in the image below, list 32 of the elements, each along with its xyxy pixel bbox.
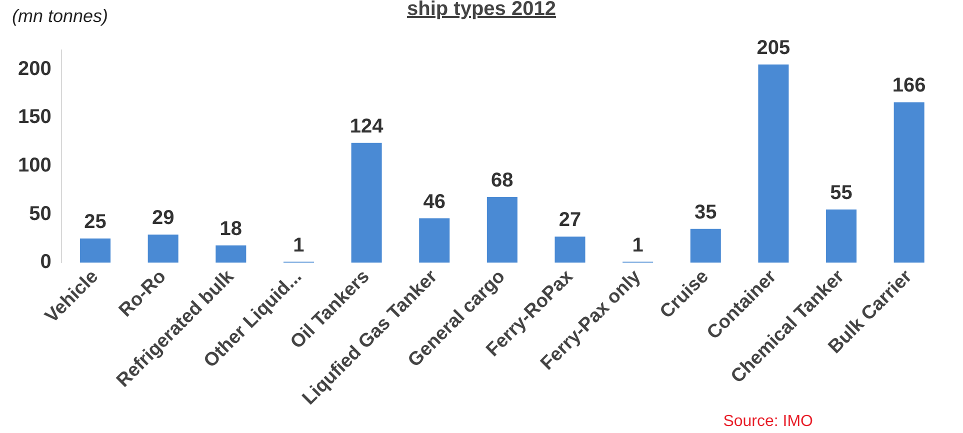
y-tick-label: 50 — [29, 202, 52, 225]
data-label: 55 — [830, 182, 852, 204]
y-axis-title: (mn tonnes) — [12, 6, 108, 27]
data-label: 205 — [756, 37, 790, 60]
y-tick-label: 150 — [18, 106, 52, 128]
bar — [216, 245, 246, 263]
data-label: 166 — [892, 74, 926, 97]
bar — [419, 218, 450, 263]
bar — [148, 234, 178, 263]
data-label: 35 — [694, 201, 717, 224]
data-label: 124 — [350, 115, 384, 138]
y-tick-label: 100 — [18, 154, 52, 177]
data-label: 1 — [632, 234, 644, 256]
bar — [80, 238, 111, 263]
bar — [690, 228, 721, 263]
source-note: Source: IMO — [723, 413, 813, 431]
data-label: 18 — [220, 218, 242, 240]
data-label: 29 — [152, 207, 174, 230]
data-label: 68 — [491, 169, 514, 192]
bar — [826, 210, 857, 263]
y-tick-label: 200 — [18, 58, 52, 80]
data-label: 25 — [84, 211, 106, 234]
y-tick-label: 0 — [40, 251, 52, 274]
data-label: 46 — [423, 190, 446, 213]
bar — [554, 236, 586, 263]
bar — [894, 102, 924, 263]
data-label: 27 — [558, 209, 582, 232]
data-label: 1 — [293, 234, 304, 256]
bar — [351, 142, 382, 263]
chart-title: ship types 2012 — [407, 0, 556, 20]
bar — [758, 64, 789, 263]
bar — [486, 196, 518, 263]
